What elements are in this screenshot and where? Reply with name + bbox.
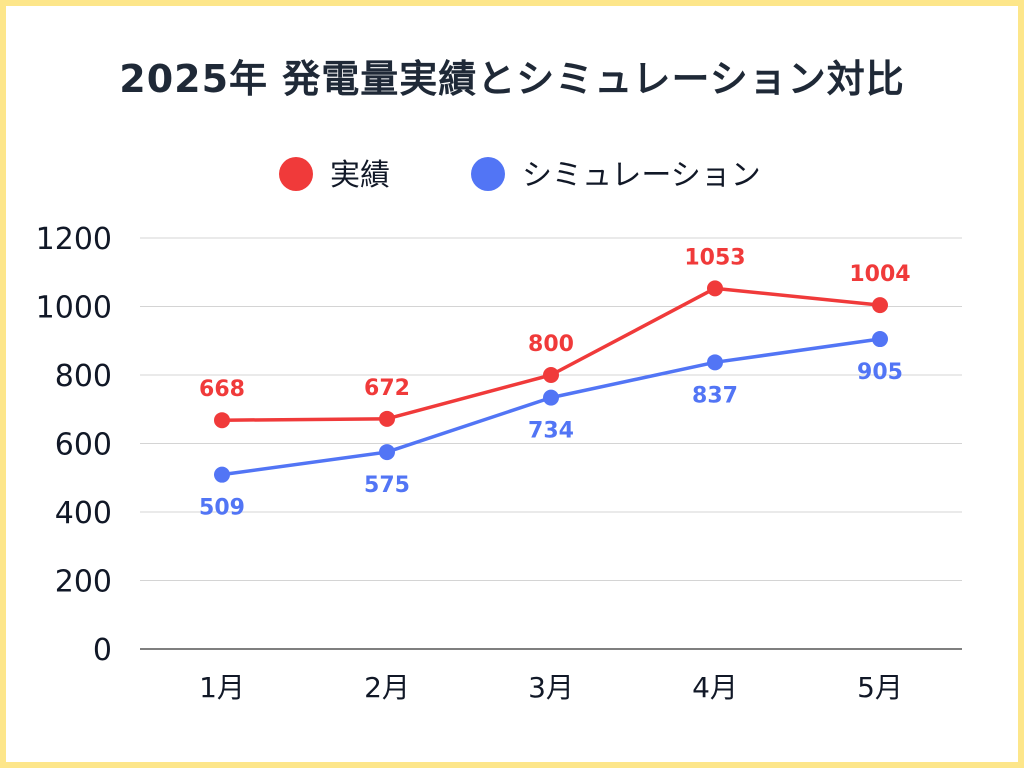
data-point-actual <box>214 412 230 429</box>
y-axis: 0 200 400 600 800 1000 1200 <box>36 222 112 668</box>
data-label-simulation: 509 <box>199 496 245 521</box>
series-line-simulation <box>220 337 882 477</box>
data-label-actual: 672 <box>364 376 410 401</box>
data-label-actual: 800 <box>528 332 574 357</box>
data-point-simulation <box>543 389 559 406</box>
data-point-actual <box>872 297 888 314</box>
data-label-actual: 1053 <box>684 245 745 270</box>
x-tick-label: 1月 <box>199 671 245 704</box>
y-tick-label: 1200 <box>36 222 112 257</box>
legend-label-actual: 実績 <box>330 158 390 193</box>
data-point-simulation <box>707 354 723 371</box>
x-tick-label: 5月 <box>857 671 903 704</box>
grid-layer <box>140 237 962 650</box>
y-tick-label: 800 <box>55 359 112 394</box>
data-point-actual <box>707 280 723 297</box>
data-label-actual: 1004 <box>849 262 910 287</box>
data-label-simulation: 575 <box>364 473 410 498</box>
data-point-actual <box>379 410 395 427</box>
x-axis: 1月 2月 3月 4月 5月 <box>199 671 903 704</box>
legend: 実績 シミュレーション <box>279 157 761 193</box>
data-label-simulation: 905 <box>857 360 903 385</box>
x-tick-label: 2月 <box>364 671 410 704</box>
data-point-actual <box>543 367 559 383</box>
y-tick-label: 1000 <box>36 291 112 326</box>
legend-marker-actual <box>279 157 313 191</box>
chart-title: 2025年 発電量実績とシミュレーション対比 <box>119 57 905 101</box>
data-label-actual: 668 <box>199 377 245 402</box>
series-layer <box>214 280 888 483</box>
y-tick-label: 0 <box>93 633 112 668</box>
y-tick-label: 200 <box>55 565 112 600</box>
y-tick-label: 600 <box>55 428 112 463</box>
y-tick-label: 400 <box>55 496 112 531</box>
data-label-simulation: 837 <box>692 383 738 408</box>
legend-label-simulation: シミュレーション <box>522 158 761 193</box>
data-point-simulation <box>872 331 888 348</box>
data-point-simulation <box>214 466 230 483</box>
x-tick-label: 3月 <box>528 671 574 704</box>
data-labels: 668 672 800 1053 1004 509 575 734 837 905 <box>199 245 911 520</box>
x-tick-label: 4月 <box>692 671 738 704</box>
data-label-simulation: 734 <box>528 419 574 444</box>
data-point-simulation <box>379 444 395 461</box>
legend-marker-simulation <box>471 157 505 191</box>
